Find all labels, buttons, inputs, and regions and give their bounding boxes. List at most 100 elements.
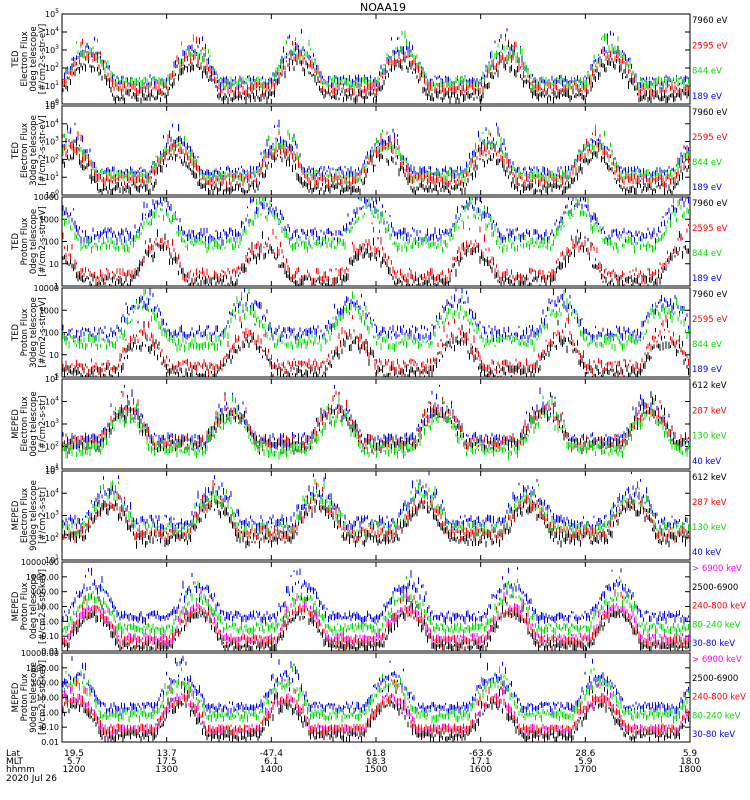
legend-entry: 612 keV [692, 473, 727, 483]
series-trace [62, 480, 689, 543]
legend-entry: 80-240 keV [692, 620, 741, 630]
series-trace [62, 678, 689, 739]
y-tick-label: 101 [45, 171, 59, 182]
y-tick-label: 1.00 [41, 617, 59, 626]
series-trace [62, 288, 689, 344]
footer-value: 1300 [155, 765, 178, 775]
series-trace [62, 683, 689, 742]
legend-entry: 2595 eV [692, 224, 728, 234]
legend-entry: 2595 eV [692, 133, 728, 143]
legend-entry: 80-240 keV [692, 711, 741, 721]
legend-entry: 2595 eV [692, 315, 728, 325]
series-trace [62, 595, 689, 651]
footer-value: 13.7 [157, 749, 177, 759]
y-tick-label: 100.00 [31, 588, 59, 597]
y-axis-label: TEDElectron Flux30deg telescope[#/cm2-s-… [11, 115, 48, 186]
legend-entry: 7960 eV [692, 108, 728, 118]
series-trace [62, 28, 689, 91]
y-tick-label: 102 [45, 532, 59, 543]
y-tick-label: 103 [45, 136, 59, 147]
panel-6: 101 102 103 104 105 MEPEDElectron Flux90deg t… [11, 465, 727, 565]
series-trace [62, 42, 689, 104]
y-tick-label: 10 [49, 260, 59, 269]
series-trace [62, 30, 689, 93]
footer-row-label: hhmm [6, 765, 35, 775]
series-trace [62, 229, 689, 286]
series-trace [62, 664, 689, 724]
y-tick-label: 100.00 [31, 679, 59, 688]
y-tick-label: 1000 [39, 215, 59, 224]
legend-entry: 2500-6900 [692, 583, 738, 593]
y-tick-label: 10000 [34, 193, 59, 202]
footer-value: 1600 [469, 765, 492, 775]
y-tick-label: 105 [45, 100, 59, 111]
series-trace [62, 384, 689, 450]
y-axis-label: TEDElectron Flux0deg telescope[#/cm2-s-s… [11, 24, 48, 94]
footer-value: 61.8 [366, 749, 386, 759]
y-tick-label: 100 [45, 98, 59, 109]
y-tick-label: 1000.00 [26, 573, 59, 582]
series-trace [62, 655, 689, 717]
legend-entry: 844 eV [692, 158, 722, 168]
legend-entry: 30-80 keV [692, 730, 735, 740]
y-tick-label: 10.00 [36, 694, 59, 703]
legend-entry: > 6900 keV [692, 655, 742, 665]
y-tick-label: 103 [45, 510, 59, 521]
legend-entry: 612 keV [692, 381, 727, 391]
series-trace [62, 576, 689, 637]
figure-title: NOAA19 [360, 1, 406, 14]
footer-value: 1500 [365, 765, 388, 775]
series-trace [62, 197, 689, 254]
footer-row-label: Lat [6, 749, 21, 759]
series-trace [62, 390, 689, 453]
y-tick-label: 102 [45, 62, 59, 73]
series-trace [62, 589, 689, 651]
legend-entry: 2595 eV [692, 41, 728, 51]
legend-entry: 189 eV [692, 92, 722, 102]
panel-5: 101 102 103 104 105 MEPEDElectron Flux0deg te… [11, 373, 727, 474]
y-tick-label: 103 [45, 44, 59, 55]
footer-value: 1800 [679, 765, 702, 775]
y-tick-label: 1 [54, 373, 59, 382]
footer-value: -47.4 [260, 749, 284, 759]
footer-value: 18.3 [366, 757, 386, 767]
legend-entry: 130 keV [692, 432, 727, 442]
series-trace [62, 288, 689, 353]
series-trace [62, 119, 689, 183]
legend-entry: 240-800 keV [692, 602, 746, 612]
panel-3: 1 10 100 1000 10000 TEDProton Flux0deg telesc… [11, 193, 728, 291]
footer-value: 5.9 [683, 749, 698, 759]
panel-7: 0.01 0.10 1.00 10.00 100.00 1000.00 10000.00 ME… [11, 558, 746, 656]
y-axis-label: MEPEDProton Flux0deg telescope[#/cm2-s-s… [11, 569, 48, 644]
y-tick-label: 0.10 [41, 632, 59, 641]
panel-8: 0.01 0.10 1.00 10.00 100.00 1000.00 10000.00 ME… [11, 649, 746, 747]
legend-entry: 7960 eV [692, 290, 728, 300]
y-tick-label: 1000.00 [26, 664, 59, 673]
series-trace [62, 485, 689, 549]
legend-entry: 844 eV [692, 67, 722, 77]
y-axis-label: TEDProton Flux0deg telescope[#/cm2-s-str… [11, 206, 48, 276]
legend-entry: 844 eV [692, 340, 722, 350]
series-trace [62, 391, 689, 455]
y-tick-label: 0.01 [41, 647, 59, 656]
series-trace [62, 478, 689, 540]
series-trace [62, 124, 689, 186]
y-tick-label: 0.10 [41, 723, 59, 732]
y-tick-label: 103 [45, 418, 59, 429]
series-trace [62, 130, 689, 190]
y-tick-label: 102 [45, 153, 59, 164]
footer-value: 5.7 [67, 757, 81, 767]
series-trace [62, 585, 689, 648]
y-tick-label: 105 [45, 373, 59, 384]
y-tick-label: 102 [45, 441, 59, 452]
y-tick-label: 104 [45, 396, 59, 407]
footer-value: 1200 [63, 765, 86, 775]
legend-entry: 287 keV [692, 498, 727, 508]
series-trace [62, 136, 689, 195]
panel-4: 1 10 100 1000 10000 TEDProton Flux30deg teles… [11, 284, 728, 382]
y-tick-label: 100 [44, 238, 59, 247]
y-axis-label: MEPEDProton Flux90deg telescope[#/cm2-s-… [11, 660, 48, 735]
y-tick-label: 101 [45, 463, 59, 474]
